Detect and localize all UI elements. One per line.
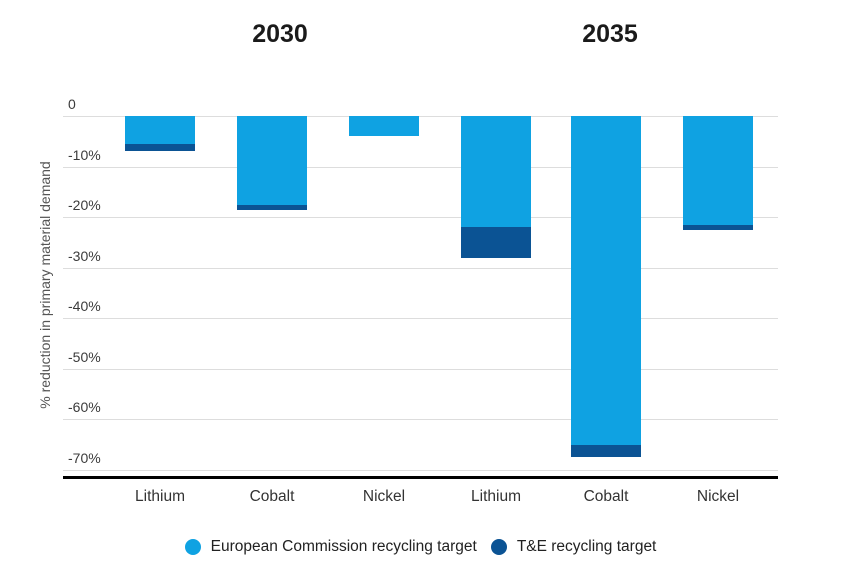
gridline-30 [63,267,778,269]
legend-label-te: T&E recycling target [516,538,657,555]
bar-nickel-2030-ec-segment [349,116,419,137]
x-axis-line [63,476,778,479]
group-title-2035: 2035 [582,20,638,48]
y-tick-label-50: -50% [68,348,101,365]
x-axis-label-nickel-2035: Nickel [696,488,740,505]
bar-cobalt-2030-ec-segment [237,116,307,205]
x-axis-label-lithium-2030: Lithium [135,488,185,505]
bar-lithium-2030-te-segment [125,143,195,152]
group-title-2030: 2030 [252,20,308,48]
legend-swatch-ec-icon [184,539,201,555]
legend-item-te: T&E recycling target [490,538,657,556]
y-tick-label-70: -70% [68,450,101,466]
gridline-40 [63,318,778,320]
bar-lithium-2035-ec-segment [461,116,531,228]
gridline-50 [63,368,778,370]
bar-cobalt-2035-te-segment [571,444,641,458]
y-tick-label-10: -10% [68,146,101,163]
y-axis-title: % reduction in primary material demand [37,161,53,409]
y-tick-label-20: -20% [68,197,101,214]
y-tick-label-60: -60% [68,399,101,416]
x-axis-label-nickel-2030: Nickel [362,488,406,505]
legend-swatch-te-icon [490,539,507,555]
gridline-70 [63,470,778,471]
y-tick-label-30: -30% [68,247,101,264]
x-axis-label-lithium-2035: Lithium [471,488,521,505]
y-tick-label-40: -40% [68,298,101,315]
x-axis-label-cobalt-2035: Cobalt [583,488,629,505]
bar-cobalt-2035-ec-segment [571,116,641,445]
bar-nickel-2035-te-segment [683,224,753,230]
gridline-20 [63,217,778,219]
bar-nickel-2035-ec-segment [683,116,753,225]
x-axis-label-cobalt-2030: Cobalt [249,488,295,505]
plot-area: 0 -10% -20% -30% -40% -50% -60% -70% Lithium Coba… [63,96,778,505]
legend-label-ec: European Commission recycling target [210,538,477,555]
gridline-10 [63,166,778,168]
gridline-60 [63,419,778,421]
bar-cobalt-2030-te-segment [237,204,307,210]
bar-lithium-2035-te-segment [461,227,531,258]
y-tick-label-0: 0 [68,96,76,112]
legend-item-ec: European Commission recycling target [184,538,477,556]
legend: European Commission recycling target T&E… [0,536,841,558]
bar-lithium-2030-ec-segment [125,116,195,144]
gridline-0 [63,116,778,117]
